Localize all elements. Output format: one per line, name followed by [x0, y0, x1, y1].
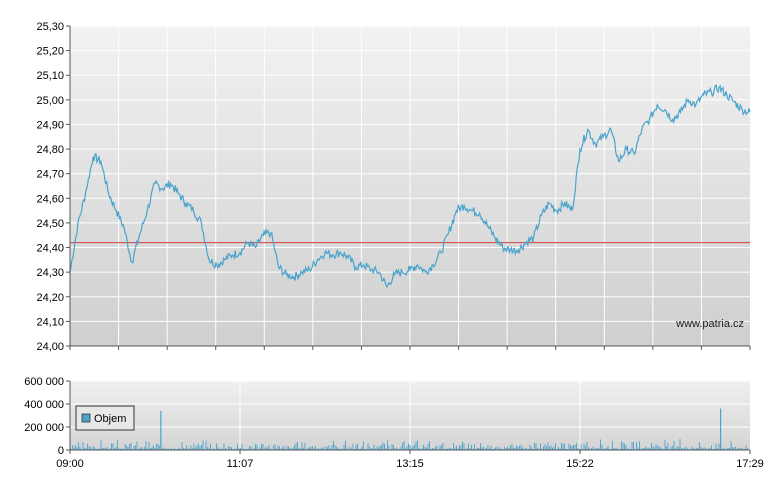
volume-legend: Objem	[75, 405, 135, 431]
watermark: www.patria.cz	[675, 318, 744, 330]
price-y-tick-label: 24,70	[36, 169, 64, 181]
price-y-tick-label: 24,10	[36, 316, 64, 328]
volume-x-tick-label: 15:22	[566, 458, 594, 470]
price-y-tick-label: 25,30	[36, 21, 64, 33]
volume-x-tick-label: 17:29	[736, 458, 764, 470]
volume-y-tick-label: 600 000	[24, 376, 64, 388]
volume-x-tick-label: 13:15	[396, 458, 424, 470]
volume-y-tick-label: 200 000	[24, 422, 64, 434]
price-line	[69, 84, 751, 289]
price-y-tick-label: 24,00	[36, 341, 64, 353]
price-y-tick-label: 24,50	[36, 218, 64, 230]
volume-x-axis: 09:00 11:07 13:15 15:22 17:29	[56, 450, 764, 470]
legend-label: Objem	[94, 413, 126, 425]
price-y-tick-label: 24,30	[36, 267, 64, 279]
price-y-tick-label: 25,20	[36, 46, 64, 58]
volume-y-tick-label: 400 000	[24, 399, 64, 411]
price-y-tick-label: 25,00	[36, 95, 64, 107]
legend-swatch	[81, 413, 91, 423]
price-y-tick-label: 24,20	[36, 292, 64, 304]
price-y-tick-label: 24,40	[36, 243, 64, 255]
price-y-tick-label: 25,10	[36, 70, 64, 82]
price-y-tick-label: 24,60	[36, 193, 64, 205]
volume-x-tick-label: 09:00	[56, 458, 84, 470]
volume-x-tick-label: 11:07	[227, 458, 254, 470]
volume-y-axis: 600 000 400 000 200 000 0	[24, 376, 70, 457]
price-y-tick-label: 24,90	[36, 119, 64, 131]
price-x-ticks	[69, 346, 751, 350]
price-y-tick-label: 24,80	[36, 144, 64, 156]
volume-y-tick-label: 0	[58, 445, 64, 457]
price-y-axis: 25,30 25,20 25,10 25,00 24,90 24,80 24,70 24,60…	[36, 21, 70, 353]
